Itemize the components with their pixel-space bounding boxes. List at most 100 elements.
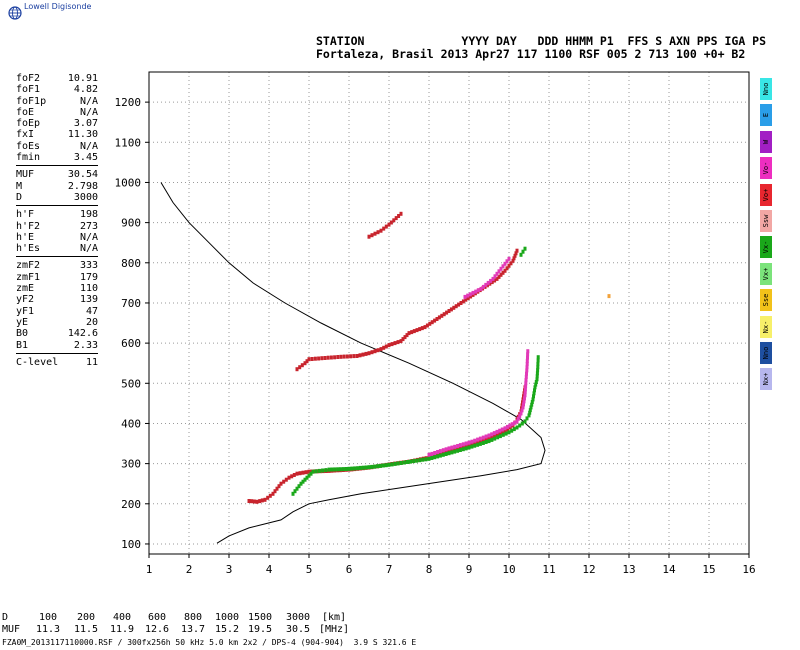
param-name: h'F (16, 209, 35, 221)
param-value: 20 (85, 316, 98, 328)
y-tick-label: 900 (121, 217, 141, 230)
echo-mark (456, 448, 460, 453)
brand-name: Lowell Digisonde (24, 2, 92, 11)
echo-mark (523, 390, 527, 395)
echo-mark (418, 458, 422, 463)
param-name: foEs (16, 140, 41, 152)
grid (149, 72, 749, 554)
echo-mark (336, 467, 340, 472)
param-name: foF2 (16, 73, 41, 84)
echo-mark (399, 211, 403, 216)
echo-mark (444, 447, 448, 452)
echo-mark (396, 461, 400, 466)
echo-mark (509, 261, 513, 266)
echo-mark (519, 252, 523, 257)
echo-mark (495, 429, 499, 434)
echo-mark (342, 354, 346, 359)
echo-mark (490, 432, 494, 437)
x-tick-label: 3 (226, 563, 233, 576)
echo-mark (523, 246, 527, 251)
echo-mark (321, 468, 325, 473)
echo-mark (518, 414, 522, 419)
echo-mark (436, 450, 440, 454)
echo-mark (533, 385, 537, 390)
echo-mark (407, 331, 411, 336)
echo-mark (255, 499, 259, 504)
echo-mark (392, 218, 396, 223)
echo-mark (456, 444, 460, 448)
x-tick-label: 10 (502, 563, 515, 576)
echo-mark (440, 313, 444, 318)
echo-series (291, 355, 540, 496)
echo-mark (495, 433, 499, 438)
param-divider (16, 165, 98, 167)
legend-item: W (760, 130, 772, 153)
echo-series (607, 294, 611, 299)
echo-mark (358, 353, 362, 358)
echo-mark (273, 489, 277, 494)
legend-item: Vo- (760, 157, 772, 180)
echo-mark (516, 416, 520, 421)
param-value: 30.54 (67, 169, 98, 181)
echo-mark (535, 374, 539, 379)
echo-mark (510, 422, 514, 427)
echo-mark (295, 486, 299, 491)
echo-mark (481, 284, 485, 289)
echo-mark (430, 456, 434, 460)
param-value: N/A (79, 106, 98, 118)
echo-mark (444, 452, 448, 456)
echo-mark (476, 440, 480, 445)
echo-mark (518, 423, 522, 428)
echo-mark (266, 495, 270, 500)
legend-label: Nno (762, 82, 770, 96)
echo-mark (536, 365, 540, 370)
echo-mark (468, 292, 472, 297)
echo-mark (481, 435, 485, 440)
echo-mark (526, 349, 530, 354)
echo-mark (511, 258, 515, 263)
echo-mark (499, 272, 503, 277)
echo-mark (387, 462, 391, 467)
echo-mark (525, 368, 529, 373)
echo-mark (390, 462, 394, 467)
param-name: zmF1 (16, 271, 41, 283)
legend-label: Ssw (762, 214, 770, 228)
param-row: fxI 11.30 (16, 129, 98, 140)
echo-mark (498, 431, 502, 436)
echo-mark (523, 396, 526, 401)
param-name: foE (16, 106, 35, 118)
echo-mark (314, 469, 318, 474)
echo-mark (320, 356, 324, 361)
param-row: foE N/A (16, 107, 98, 118)
echo-mark (329, 355, 333, 360)
x-tick-label: 13 (622, 563, 635, 576)
param-row: yE 20 (16, 317, 98, 328)
param-value: 333 (79, 260, 98, 272)
echo-mark (536, 355, 540, 360)
param-row: foF1p N/A (16, 96, 98, 107)
y-tick-label: 200 (121, 498, 141, 511)
echo-mark (452, 305, 456, 310)
echo-mark (333, 355, 337, 360)
station-header: STATION YYYY DAY DDD HHMM P1 FFS S AXN P… (316, 35, 766, 61)
echo-mark (412, 459, 416, 464)
distance-cell: 3000 (285, 612, 311, 623)
echo-mark (478, 436, 482, 441)
param-name: C-level (16, 356, 59, 368)
echo-mark (523, 393, 527, 398)
param-row: D 3000 (16, 192, 98, 203)
echo-mark (467, 440, 471, 445)
echo-mark (323, 356, 327, 360)
echo-mark (381, 463, 385, 468)
echo-mark (497, 269, 501, 274)
echo-mark (464, 297, 468, 302)
echo-mark (298, 471, 302, 476)
echo-mark (352, 354, 356, 359)
echo-mark (438, 453, 442, 458)
echo-mark (526, 352, 530, 357)
param-name: foF1p (16, 95, 47, 107)
echo-mark (498, 428, 502, 433)
density-profile (160, 182, 546, 544)
param-divider (16, 352, 98, 354)
